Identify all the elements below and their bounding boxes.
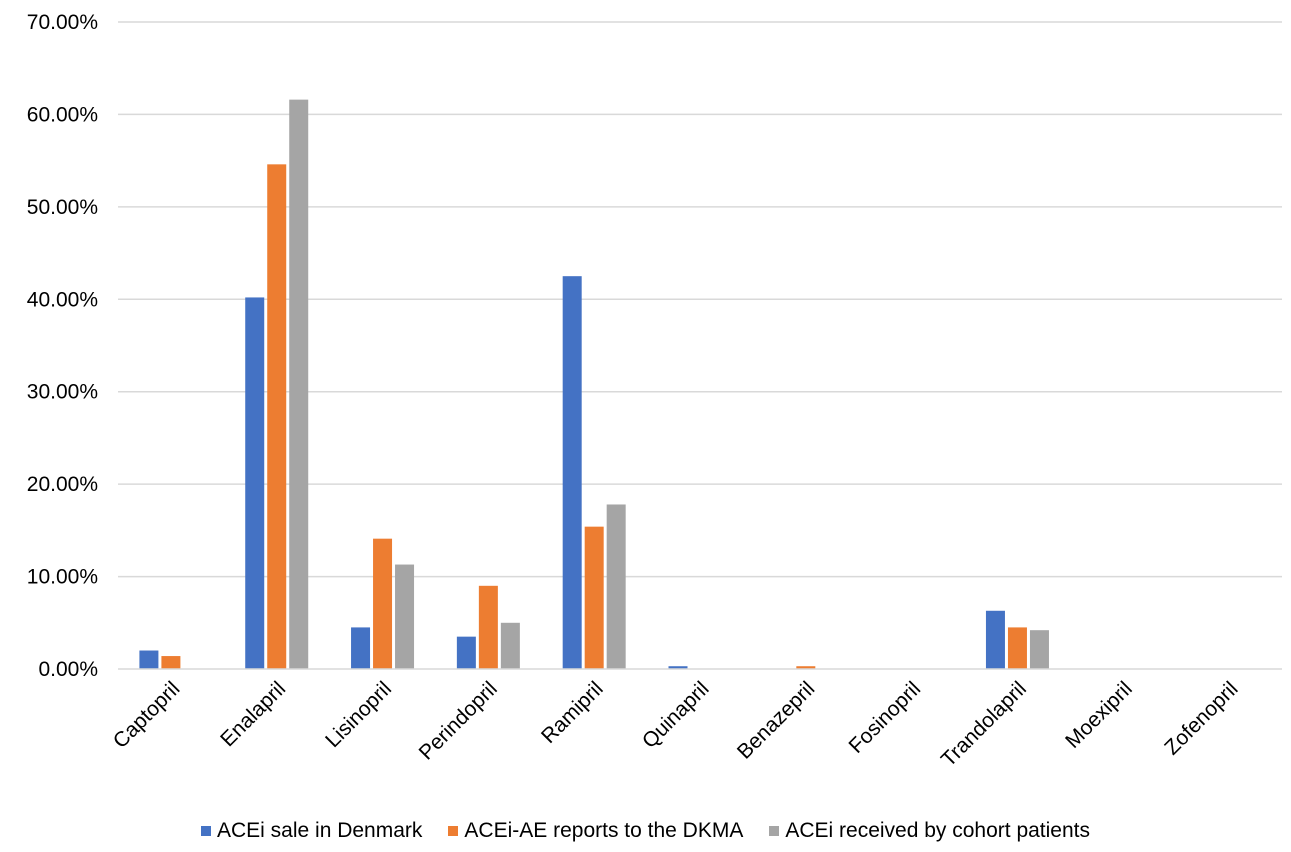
bar-quinapril-series-1 xyxy=(668,666,688,669)
bar-perindopril-series-3 xyxy=(500,622,520,669)
bar-perindopril-series-2 xyxy=(478,585,498,669)
bar-ramipril-series-1 xyxy=(562,276,582,669)
bar-trandolapril-series-3 xyxy=(1029,630,1049,669)
bar-benazepril-series-2 xyxy=(796,666,816,669)
bar-captopril-series-2 xyxy=(161,656,181,669)
y-tick-label: 10.00% xyxy=(27,566,98,589)
legend: ACEi sale in Denmark ACEi-AE reports to t… xyxy=(0,816,1291,846)
legend-swatch xyxy=(769,826,780,836)
bar-captopril-series-1 xyxy=(139,650,159,669)
bar-lisinopril-series-3 xyxy=(395,564,415,669)
x-category-label: Enalapril xyxy=(216,677,290,751)
legend-item-1: ACEi sale in Denmark xyxy=(201,819,422,843)
y-tick-label: 40.00% xyxy=(27,288,98,311)
x-category-label: Fosinopril xyxy=(845,677,926,758)
bar-ramipril-series-2 xyxy=(584,526,604,669)
y-tick-label: 20.00% xyxy=(27,473,98,496)
x-category-label: Quinapril xyxy=(638,677,714,753)
bar-enalapril-series-3 xyxy=(289,99,309,669)
legend-item-3: ACEi received by cohort patients xyxy=(769,819,1090,843)
y-tick-label: 30.00% xyxy=(27,381,98,404)
x-category-label: Trandolapril xyxy=(937,677,1031,771)
y-tick-label: 70.00% xyxy=(27,11,98,34)
x-category-label: Lisinopril xyxy=(321,677,396,752)
y-tick-label: 60.00% xyxy=(27,103,98,126)
bar-lisinopril-series-1 xyxy=(351,627,371,669)
bar-trandolapril-series-2 xyxy=(1007,627,1027,669)
bar-enalapril-series-2 xyxy=(267,164,287,669)
y-tick-label: 0.00% xyxy=(38,658,98,681)
legend-label: ACEi-AE reports to the DKMA xyxy=(464,819,744,842)
x-category-label: Zofenopril xyxy=(1160,677,1242,759)
bar-enalapril-series-1 xyxy=(245,297,265,669)
x-axis-category-labels: Captopril Enalapril Lisinopril Perindopril R… xyxy=(109,677,1243,771)
x-category-label: Moexipril xyxy=(1061,677,1137,753)
y-tick-label: 50.00% xyxy=(27,196,98,219)
bars xyxy=(139,99,1049,669)
bar-ramipril-series-3 xyxy=(606,504,626,669)
gridlines xyxy=(118,21,1282,578)
legend-item-2: ACEi-AE reports to the DKMA xyxy=(448,819,743,843)
bar-lisinopril-series-2 xyxy=(373,538,393,669)
y-axis-tick-labels: 0.00% 10.00% 20.00% 30.00% 40.00% 50.00% 60.00… xyxy=(27,11,98,681)
x-category-label: Captopril xyxy=(109,677,185,753)
legend-label: ACEi received by cohort patients xyxy=(785,819,1090,842)
bar-trandolapril-series-1 xyxy=(985,610,1005,669)
bar-perindopril-series-1 xyxy=(456,636,476,669)
legend-swatch xyxy=(448,826,459,836)
x-category-label: Benazepril xyxy=(733,677,819,763)
legend-label: ACEi sale in Denmark xyxy=(217,819,423,842)
x-category-label: Perindopril xyxy=(415,677,502,764)
legend-swatch xyxy=(201,826,211,836)
x-category-label: Ramipril xyxy=(537,677,608,748)
